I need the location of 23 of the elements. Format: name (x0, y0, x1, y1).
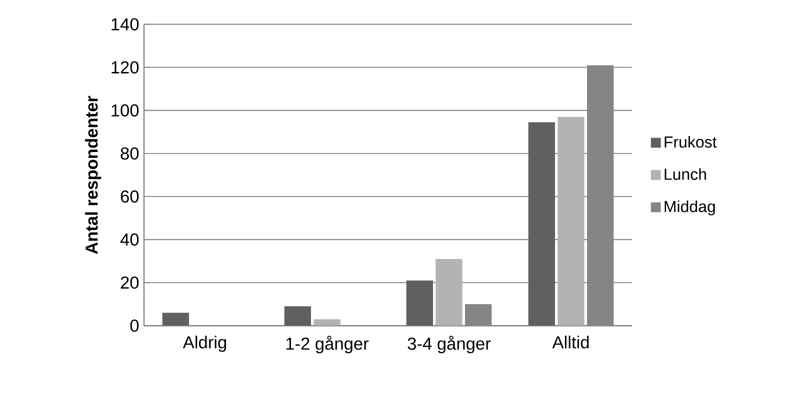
y-tick-label: 20 (120, 276, 139, 289)
legend-label: Middag (664, 200, 715, 216)
bar (406, 280, 434, 326)
x-tick-label: Alltid (552, 336, 589, 348)
y-tick-label: 60 (120, 190, 139, 203)
bar (558, 116, 584, 326)
legend-label: Lunch (664, 168, 706, 180)
bar (284, 306, 311, 326)
legend-label: Frukost (664, 136, 717, 148)
y-tick-label: 0 (130, 320, 139, 332)
y-tick-label: 80 (120, 147, 139, 160)
x-tick-label: 1-2 gånger (286, 336, 369, 354)
y-tick-label: 100 (112, 104, 139, 117)
x-tick-label: 3-4 gånger (408, 336, 491, 354)
bar (436, 258, 462, 326)
x-tick-label: Aldrig (182, 336, 226, 352)
y-tick-label: 140 (112, 18, 139, 30)
bar (528, 122, 555, 326)
y-tick-label: 40 (120, 233, 139, 246)
y-tick-label: 120 (112, 61, 139, 74)
bar (314, 319, 340, 326)
bar (162, 312, 189, 326)
y-axis-title: Antal respondenter (85, 96, 102, 254)
